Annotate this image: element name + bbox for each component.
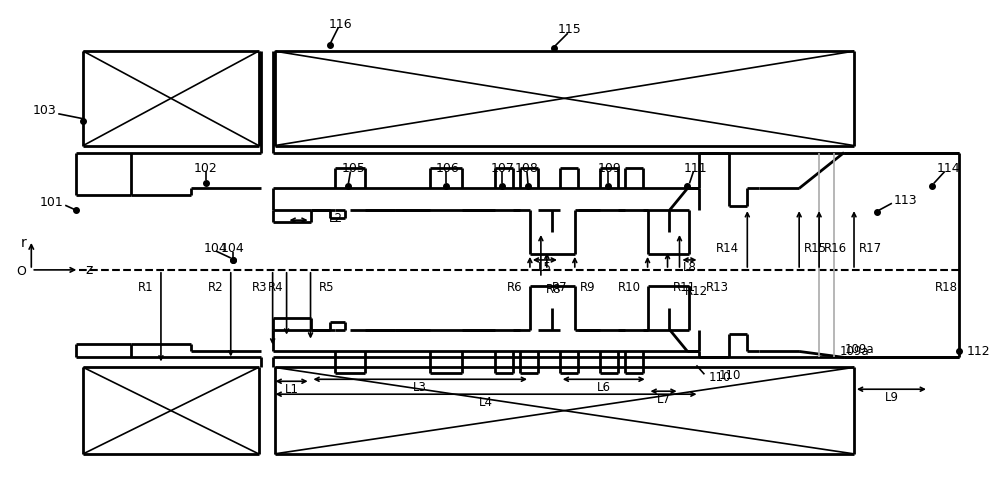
Text: R6: R6	[507, 281, 523, 294]
Text: R12: R12	[684, 285, 708, 298]
Text: L8: L8	[683, 262, 696, 275]
Text: L7: L7	[657, 393, 671, 406]
Text: 108: 108	[515, 162, 539, 175]
Text: 113: 113	[894, 194, 918, 207]
Text: 103: 103	[32, 104, 56, 117]
Text: R8: R8	[546, 283, 561, 296]
Text: 109a: 109a	[839, 345, 869, 358]
Text: L1: L1	[285, 383, 299, 396]
Text: 101: 101	[39, 196, 63, 209]
Text: R9: R9	[580, 281, 595, 294]
Text: 105: 105	[341, 162, 365, 175]
Text: 116: 116	[329, 18, 352, 31]
Text: R10: R10	[618, 281, 641, 294]
Text: 115: 115	[558, 23, 582, 36]
Text: 106: 106	[435, 162, 459, 175]
Text: R2: R2	[208, 281, 224, 294]
Text: L4: L4	[479, 396, 493, 409]
Text: 109a: 109a	[844, 343, 874, 356]
Text: 109: 109	[598, 162, 622, 175]
Text: O: O	[16, 266, 26, 279]
Text: R5: R5	[319, 281, 334, 294]
Text: 112: 112	[967, 345, 990, 358]
Text: R7: R7	[552, 281, 567, 294]
Text: R11: R11	[673, 281, 696, 294]
Text: R16: R16	[824, 241, 847, 255]
Text: z: z	[85, 263, 93, 277]
Text: L5: L5	[538, 262, 552, 275]
Text: 110: 110	[718, 369, 741, 382]
Text: L6: L6	[597, 381, 611, 394]
Text: 104: 104	[204, 241, 228, 255]
Text: 102: 102	[194, 162, 218, 175]
Text: R15: R15	[804, 241, 827, 255]
Text: 104: 104	[221, 241, 245, 255]
Text: R14: R14	[716, 241, 739, 255]
Text: 111: 111	[684, 162, 707, 175]
Text: r: r	[20, 236, 26, 250]
Text: R17: R17	[859, 241, 882, 255]
Text: R13: R13	[705, 281, 728, 294]
Text: 110: 110	[708, 371, 731, 384]
Text: R4: R4	[268, 281, 284, 294]
Text: 114: 114	[937, 162, 961, 175]
Text: L3: L3	[413, 381, 427, 394]
Text: R1: R1	[138, 281, 154, 294]
Text: R18: R18	[935, 281, 958, 294]
Text: L2: L2	[328, 212, 342, 224]
Text: 107: 107	[491, 162, 515, 175]
Text: L9: L9	[885, 391, 899, 404]
Text: R3: R3	[252, 281, 268, 294]
